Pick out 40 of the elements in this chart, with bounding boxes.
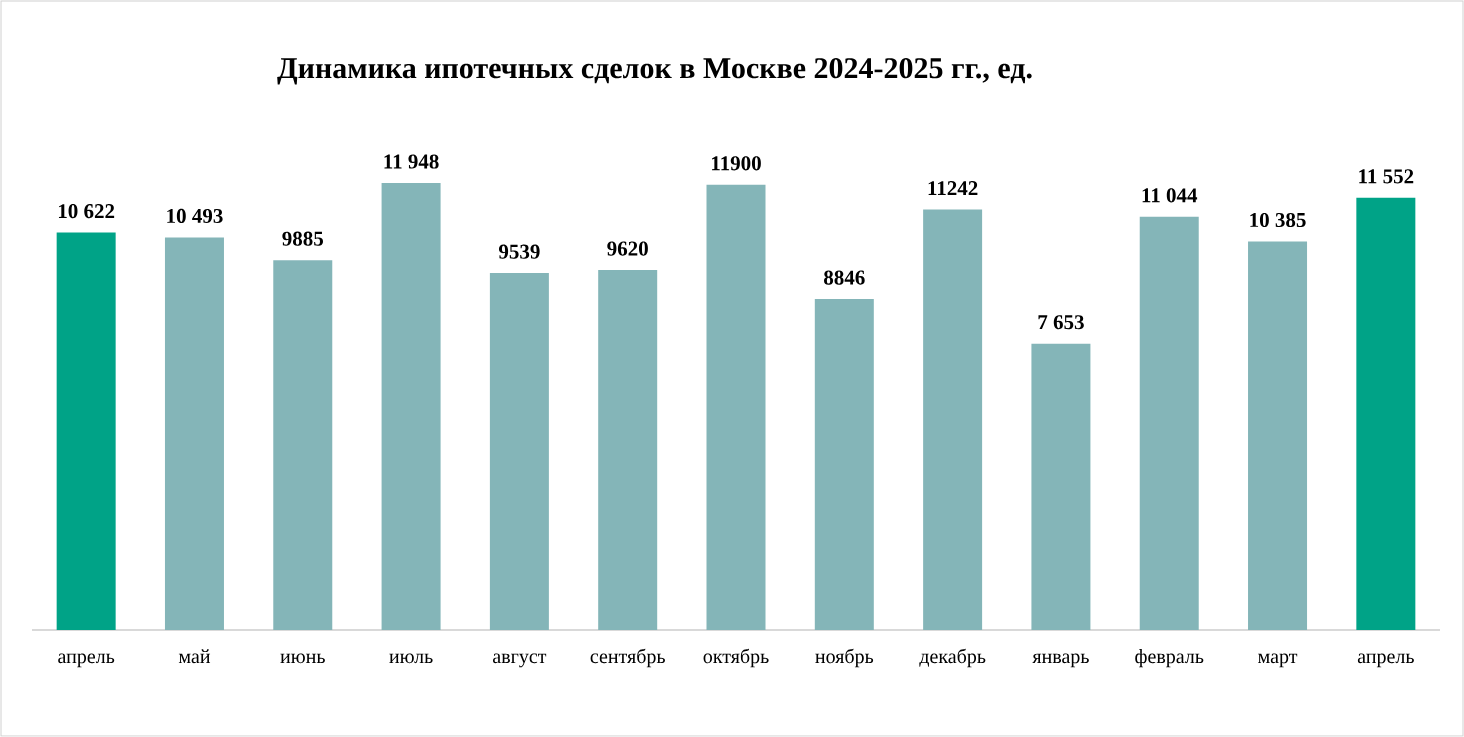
bar [381,182,441,630]
data-label: 9539 [498,244,540,259]
x-tick-label: апрель [58,653,115,668]
bar [164,237,224,630]
bar [489,273,549,630]
data-label: 9620 [607,241,648,256]
x-tick-label: апрель [1357,653,1414,668]
data-label: 11 552 [1359,169,1414,184]
x-tick-label: май [178,649,211,664]
chart-title: Динамика ипотечных сделок в Москве 2024-2025 гг., ед. [277,58,1032,85]
bar [1248,241,1308,630]
x-tick-label: декабрь [919,648,986,668]
x-tick-label: июль [389,653,433,664]
x-tick-label: июнь [280,653,325,664]
x-tick-label: август [493,653,547,668]
x-tick-label: октябрь [703,648,769,668]
data-label: 8846 [824,270,865,285]
data-label: 11 044 [1142,188,1198,203]
data-label: 9885 [282,231,323,246]
bar [706,184,766,630]
x-tick-label: март [1258,653,1298,668]
bar [1139,216,1199,630]
data-label: 11900 [712,156,761,171]
data-label: 11 948 [384,154,439,169]
bar [56,232,116,630]
bar [814,299,874,630]
bar [598,270,658,630]
bar [1356,197,1416,630]
data-label: 10 622 [58,204,115,219]
bar [1031,343,1091,630]
data-label: 11242 [928,181,978,195]
x-tick-label: январь [1032,653,1089,668]
data-label: 7 653 [1038,315,1084,330]
bar [923,209,983,630]
data-label: 10 493 [167,208,223,224]
x-tick-label: февраль [1135,649,1204,668]
x-tick-label: ноябрь [815,648,874,668]
x-tick-label: сентябрь [590,648,665,668]
data-label: 10 385 [1250,212,1306,228]
bar [273,260,333,630]
